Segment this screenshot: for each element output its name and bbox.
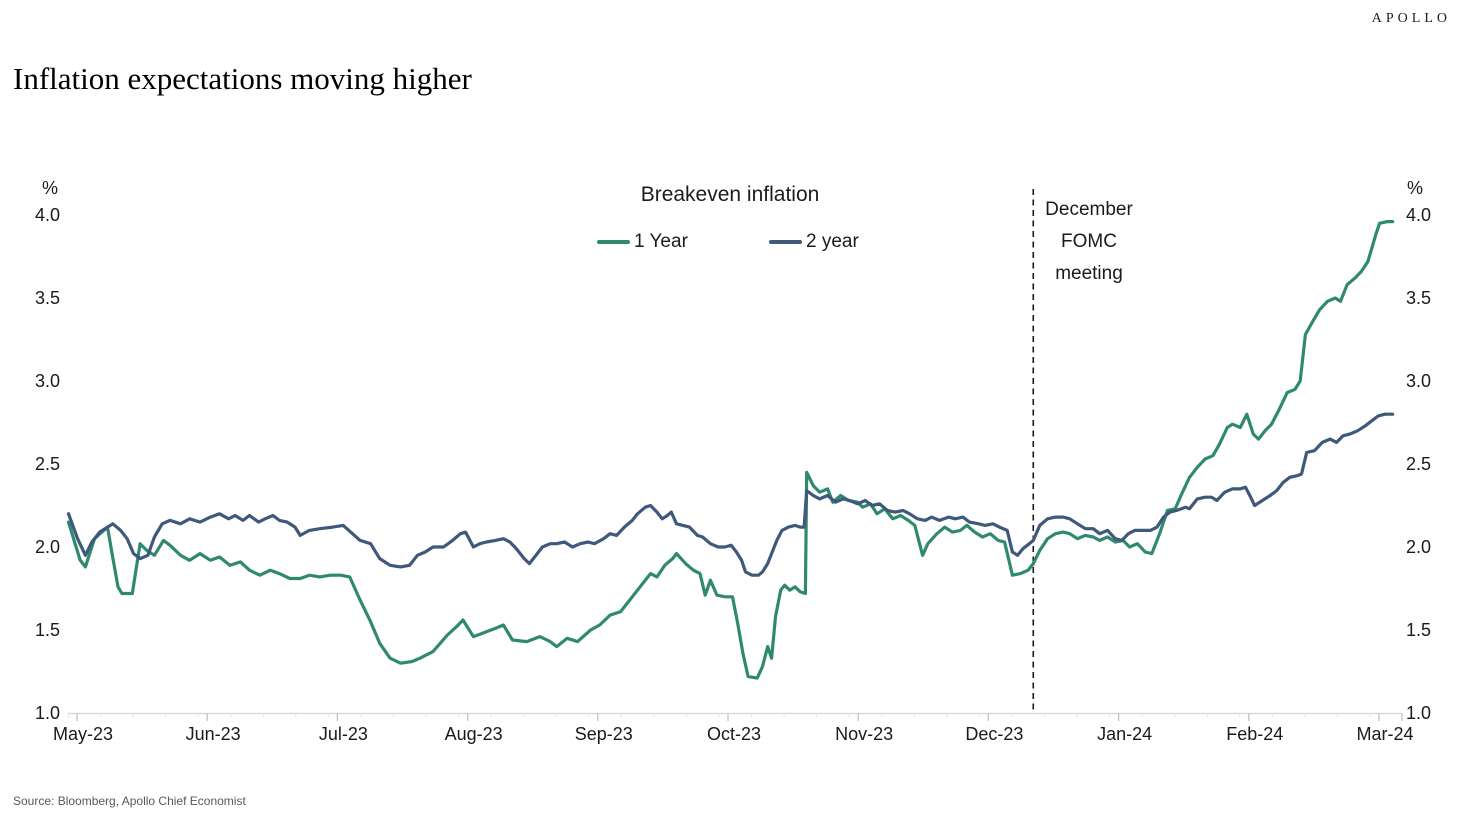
y-axis-tick-label-right: 3.0 bbox=[1406, 371, 1432, 391]
legend-swatch-1year-icon bbox=[597, 240, 630, 244]
x-axis-tick-label: Feb-24 bbox=[1226, 724, 1284, 744]
fomc-annotation: December FOMC meeting bbox=[1039, 194, 1139, 290]
x-axis-tick-label: Mar-24 bbox=[1356, 724, 1414, 744]
x-axis-tick-label: Jul-23 bbox=[318, 724, 368, 744]
x-axis-tick-label: Sep-23 bbox=[574, 724, 633, 744]
page-title: Inflation expectations moving higher bbox=[13, 60, 472, 96]
legend-label-1year: 1 Year bbox=[634, 231, 688, 252]
apollo-logo: APOLLO bbox=[1371, 11, 1451, 26]
y-axis-tick-label-left: 2.0 bbox=[34, 537, 60, 557]
x-axis-tick-label: Nov-23 bbox=[835, 724, 894, 744]
legend-item-1year: 1 Year bbox=[597, 231, 688, 253]
x-axis-tick-label: Dec-23 bbox=[965, 724, 1024, 744]
fomc-annotation-line-2: FOMC bbox=[1061, 231, 1117, 252]
y-axis-tick-label-left: 3.5 bbox=[34, 288, 60, 308]
x-axis-tick-label: Oct-23 bbox=[706, 724, 762, 744]
x-axis-tick-label: Jun-23 bbox=[185, 724, 241, 744]
legend-swatch-2year-icon bbox=[769, 240, 802, 244]
fomc-annotation-line-3: meeting bbox=[1055, 263, 1123, 284]
y-axis-tick-label-right: 1.0 bbox=[1406, 703, 1432, 723]
source-note: Source: Bloomberg, Apollo Chief Economis… bbox=[13, 794, 246, 808]
y-axis-tick-label-right: 2.0 bbox=[1406, 537, 1432, 557]
y-axis-tick-label-right: 2.5 bbox=[1406, 454, 1432, 474]
x-axis-tick-label: Jan-24 bbox=[1097, 724, 1153, 744]
y-axis-tick-label-right: 3.5 bbox=[1406, 288, 1432, 308]
y-axis-unit-left: % bbox=[41, 178, 58, 198]
x-axis-tick-label: May-23 bbox=[52, 724, 114, 744]
y-axis-tick-label-left: 2.5 bbox=[34, 454, 60, 474]
legend-title: Breakeven inflation bbox=[640, 183, 820, 206]
y-axis-tick-label-left: 1.5 bbox=[34, 620, 60, 640]
x-axis-tick-label: Aug-23 bbox=[444, 724, 503, 744]
series-line-2-year bbox=[66, 412, 1395, 577]
series-line-1-year bbox=[66, 220, 1395, 680]
fomc-annotation-line-1: December bbox=[1045, 199, 1133, 220]
y-axis-tick-label-right: 4.0 bbox=[1406, 205, 1432, 225]
legend-item-2year: 2 year bbox=[769, 231, 859, 253]
y-axis-tick-label-left: 1.0 bbox=[34, 703, 60, 723]
y-axis-tick-label-left: 4.0 bbox=[34, 205, 60, 225]
legend-label-2year: 2 year bbox=[806, 231, 859, 252]
y-axis-unit-right: % bbox=[1407, 178, 1424, 198]
y-axis-tick-label-right: 1.5 bbox=[1406, 620, 1432, 640]
y-axis-tick-label-left: 3.0 bbox=[34, 371, 60, 391]
